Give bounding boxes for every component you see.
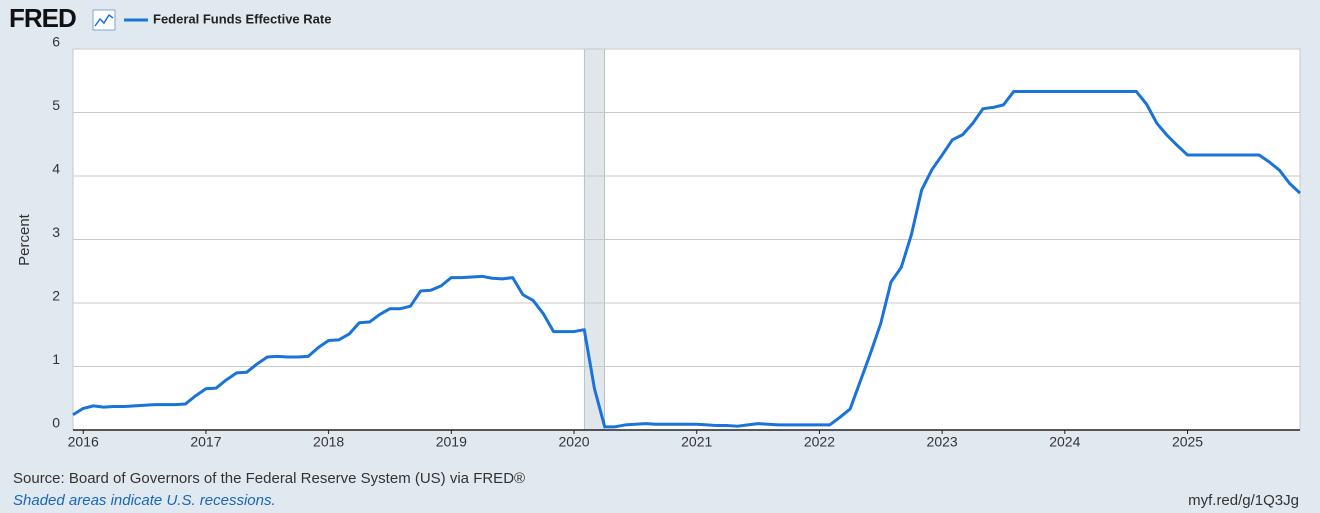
y-tick-label: 3	[52, 224, 60, 240]
x-tick-label: 2019	[436, 434, 467, 450]
x-tick-label: 2016	[68, 434, 99, 450]
legend-label: Federal Funds Effective Rate	[153, 11, 331, 26]
y-tick-label: 5	[52, 97, 60, 113]
x-tick-label: 2023	[927, 434, 958, 450]
logo-icon	[92, 9, 116, 31]
x-tick-label: 2017	[190, 434, 221, 450]
x-tick-label: 2018	[313, 434, 344, 450]
x-tick-label: 2020	[558, 434, 589, 450]
logo: FRED	[9, 3, 76, 33]
data-line	[72, 90, 1302, 429]
y-tick-label: 6	[52, 34, 60, 50]
recession-note: Shaded areas indicate U.S. recessions.	[13, 492, 276, 509]
x-tick-label: 2025	[1172, 434, 1203, 450]
y-tick-label: 2	[52, 288, 60, 304]
x-tick-label: 2022	[804, 434, 835, 450]
source: Source: Board of Governors of the Federa…	[13, 470, 525, 487]
y-tick-label: 0	[52, 415, 60, 431]
x-tick-label: 2021	[681, 434, 712, 450]
y-axis-label: Percent	[16, 213, 33, 266]
y-tick-label: 4	[52, 161, 60, 177]
x-tick-label: 2024	[1049, 434, 1080, 450]
y-tick-label: 1	[52, 351, 60, 367]
short-url: myf.red/g/1Q3Jg	[1188, 492, 1299, 509]
